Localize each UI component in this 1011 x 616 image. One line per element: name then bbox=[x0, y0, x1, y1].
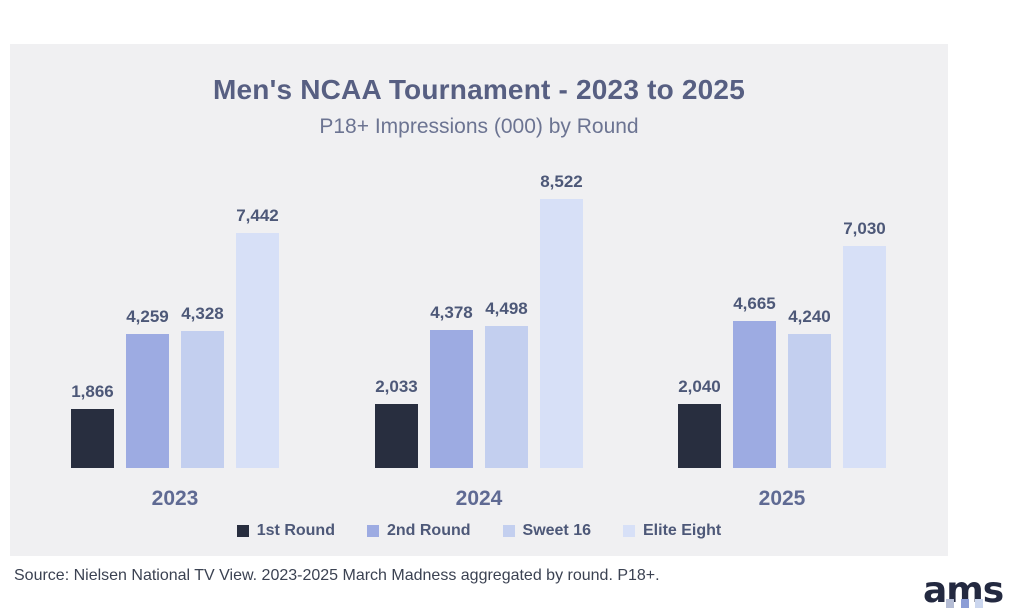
legend-item-2nd-round: 2nd Round bbox=[366, 522, 471, 540]
bar-cell-2024-2nd-round: 4,378 bbox=[430, 303, 473, 468]
data-label-2024-elite-eight: 8,522 bbox=[540, 172, 583, 191]
year-label-2025: 2025 bbox=[758, 487, 806, 510]
data-label-2025-1st-round: 2,040 bbox=[678, 377, 721, 396]
bar-2025-1st-round bbox=[678, 404, 721, 468]
bar-cell-2023-sweet-16: 4,328 bbox=[181, 304, 224, 468]
data-label-2025-2nd-round: 4,665 bbox=[733, 294, 776, 313]
bar-cell-2023-2nd-round: 4,259 bbox=[126, 307, 169, 468]
bar-2023-1st-round bbox=[71, 409, 114, 468]
bar-cell-2023-elite-eight: 7,442 bbox=[236, 206, 279, 468]
ams-logo-accent-square-3 bbox=[975, 599, 983, 608]
bar-cell-2025-sweet-16: 4,240 bbox=[788, 307, 831, 468]
data-label-2025-sweet-16: 4,240 bbox=[788, 307, 831, 326]
year-label-2023: 2023 bbox=[151, 487, 199, 510]
chart-card: Men's NCAA Tournament - 2023 to 2025 P18… bbox=[10, 44, 948, 556]
ams-logo-accent-square-1 bbox=[946, 599, 954, 608]
bar-cell-2024-sweet-16: 4,498 bbox=[485, 299, 528, 468]
chart-legend: 1st Round 2nd Round Sweet 16 Elite Eight bbox=[10, 522, 948, 540]
bar-2023-2nd-round bbox=[126, 334, 169, 468]
data-label-2023-1st-round: 1,866 bbox=[71, 382, 114, 401]
legend-label-1st-round: 1st Round bbox=[256, 522, 335, 539]
legend-swatch-sweet-16 bbox=[502, 525, 515, 537]
legend-item-sweet-16: Sweet 16 bbox=[502, 522, 591, 540]
bar-2024-2nd-round bbox=[430, 330, 473, 468]
bar-2023-sweet-16 bbox=[181, 331, 224, 468]
chart-subtitle: P18+ Impressions (000) by Round bbox=[319, 115, 639, 138]
bar-2023-elite-eight bbox=[236, 233, 279, 468]
legend-item-1st-round: 1st Round bbox=[236, 522, 335, 540]
bar-cell-2024-elite-eight: 8,522 bbox=[540, 172, 583, 468]
bar-2025-sweet-16 bbox=[788, 334, 831, 468]
legend-swatch-2nd-round bbox=[366, 525, 379, 537]
data-label-2023-elite-eight: 7,442 bbox=[236, 206, 279, 225]
bar-2025-2nd-round bbox=[733, 321, 776, 468]
chart-title: Men's NCAA Tournament - 2023 to 2025 bbox=[213, 74, 745, 105]
data-label-2023-2nd-round: 4,259 bbox=[126, 307, 169, 326]
source-text: Source: Nielsen National TV View. 2023-2… bbox=[14, 567, 660, 584]
bar-chart-plot-area: 1,866 4,259 4,328 7,442 2,033 4,378 4,498 8,522… bbox=[10, 172, 948, 468]
bar-2025-elite-eight bbox=[843, 246, 886, 468]
legend-swatch-1st-round bbox=[236, 525, 249, 537]
bar-2024-elite-eight bbox=[540, 199, 583, 468]
data-label-2024-2nd-round: 4,378 bbox=[430, 303, 473, 322]
data-label-2023-sweet-16: 4,328 bbox=[181, 304, 224, 323]
bar-group-2025: 2,040 4,665 4,240 7,030 bbox=[678, 199, 886, 468]
legend-label-sweet-16: Sweet 16 bbox=[522, 522, 591, 539]
bar-cell-2025-2nd-round: 4,665 bbox=[733, 294, 776, 468]
bar-2024-sweet-16 bbox=[485, 326, 528, 468]
legend-label-elite-eight: Elite Eight bbox=[643, 522, 722, 539]
data-label-2024-1st-round: 2,033 bbox=[375, 377, 418, 396]
ams-logo-accent-square-2 bbox=[961, 599, 969, 608]
ams-logo: ams bbox=[923, 573, 1004, 609]
data-label-2025-elite-eight: 7,030 bbox=[843, 219, 886, 238]
bar-cell-2025-elite-eight: 7,030 bbox=[843, 219, 886, 468]
bar-cell-2024-1st-round: 2,033 bbox=[375, 377, 418, 468]
legend-label-2nd-round: 2nd Round bbox=[386, 522, 471, 539]
bar-group-2023: 1,866 4,259 4,328 7,442 bbox=[71, 199, 279, 468]
year-label-2024: 2024 bbox=[455, 487, 503, 510]
data-label-2024-sweet-16: 4,498 bbox=[485, 299, 528, 318]
bar-cell-2023-1st-round: 1,866 bbox=[71, 382, 114, 468]
legend-item-elite-eight: Elite Eight bbox=[623, 522, 721, 540]
bar-group-2024: 2,033 4,378 4,498 8,522 bbox=[375, 172, 583, 468]
bar-cell-2025-1st-round: 2,040 bbox=[678, 377, 721, 468]
legend-swatch-elite-eight bbox=[623, 525, 635, 537]
bar-2024-1st-round bbox=[375, 404, 418, 468]
